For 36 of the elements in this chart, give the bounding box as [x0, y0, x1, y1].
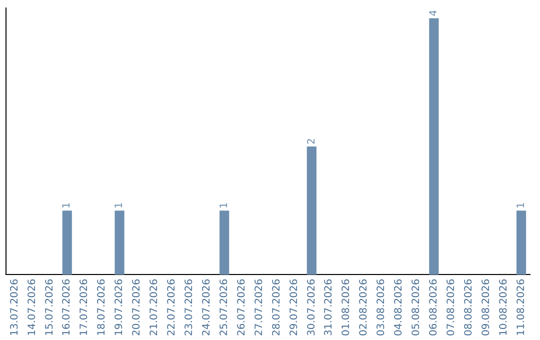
x-tick-label: 04.08.2026: [394, 278, 405, 336]
x-tick-label: 22.07.2026: [166, 278, 178, 336]
x-tick-label: 23.07.2026: [184, 278, 195, 336]
data-label: 1: [218, 202, 230, 209]
x-tick-label: 06.08.2026: [428, 278, 440, 336]
x-tick-label: 20.07.2026: [132, 278, 143, 336]
x-tick-label: 03.08.2026: [376, 278, 388, 336]
x-tick-label: 18.07.2026: [96, 278, 108, 336]
x-tick-label: 05.08.2026: [411, 278, 422, 336]
data-label: 4: [428, 10, 440, 16]
data-label: 1: [114, 202, 126, 209]
x-tick-label: 28.07.2026: [271, 278, 282, 336]
x-tick-label: 27.07.2026: [254, 278, 265, 336]
x-tick-label: 15.07.2026: [44, 278, 56, 336]
x-tick-label: 01.08.2026: [341, 278, 352, 336]
x-tick-label: 08.08.2026: [463, 278, 474, 336]
x-tick-label: 11.08.2026: [516, 278, 527, 336]
x-tick-label: 29.07.2026: [288, 278, 300, 336]
x-tick-label: 21.07.2026: [149, 278, 160, 336]
x-tick-label: 19.07.2026: [114, 278, 126, 336]
x-tick-label: 24.07.2026: [201, 278, 212, 336]
data-label: 1: [62, 202, 73, 209]
x-tick-label: 16.07.2026: [62, 278, 73, 336]
x-tick-label: 10.08.2026: [498, 278, 510, 336]
x-tick-label: 30.07.2026: [306, 278, 318, 336]
x-tick-label: 13.07.2026: [9, 278, 20, 336]
x-tick-label: 31.07.2026: [324, 278, 335, 336]
x-tick-label: 09.08.2026: [480, 278, 492, 336]
x-tick-label: 07.08.2026: [446, 278, 457, 336]
data-label: 1: [516, 202, 527, 209]
x-tick-label: 17.07.2026: [79, 278, 90, 336]
x-tick-label: 26.07.2026: [236, 278, 248, 336]
x-tick-label: 14.07.2026: [26, 278, 38, 336]
x-tick-label: 25.07.2026: [218, 278, 230, 336]
x-tick-label: 02.08.2026: [358, 278, 370, 336]
data-label: 2: [306, 138, 318, 144]
